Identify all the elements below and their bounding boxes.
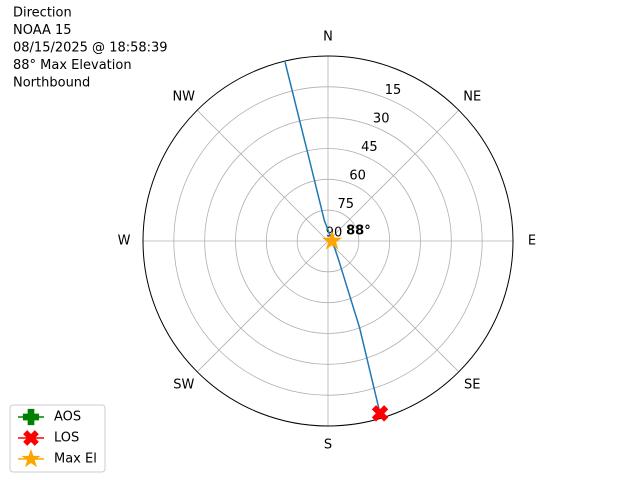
marker-star [322,230,343,250]
title-line: Northbound [13,76,90,91]
theta-tick-label: E [528,234,536,249]
marker-star [21,448,41,468]
theta-tick-label: SW [173,378,194,393]
theta-tick-label: W [118,234,131,249]
legend-label: AOS [54,410,81,425]
annotation: 88° [346,224,371,239]
title-line: 08/15/2025 @ 18:58:39 [13,41,168,56]
polar-spine [142,55,514,427]
theta-tick-label: S [324,438,332,453]
grid-spoke [196,109,329,242]
r-tick-label: 15 [385,83,402,98]
r-tick-label: 60 [349,169,366,184]
marker-x [23,430,39,446]
r-tick-label: 75 [338,197,355,212]
theta-tick-label: NE [463,89,481,104]
marker-plus [22,408,40,426]
grid-spoke [196,240,329,373]
marker-x [371,405,389,422]
theta-tick-label: N [323,30,333,45]
title-line: 88° Max Elevation [13,58,132,73]
legend-label: LOS [54,431,79,446]
title-line: Direction [13,6,72,21]
r-tick-label: 30 [373,112,390,127]
legend-label: Max El [54,452,97,467]
theta-tick-label: NW [172,89,195,104]
theta-tick-label: SE [464,378,480,393]
grid-spoke [327,240,460,373]
title-line: NOAA 15 [13,23,72,38]
grid-spoke [327,109,460,242]
legend: AOS LOS Max El [9,404,106,473]
r-tick-label: 90 [326,226,343,241]
r-tick-label: 45 [361,140,378,155]
